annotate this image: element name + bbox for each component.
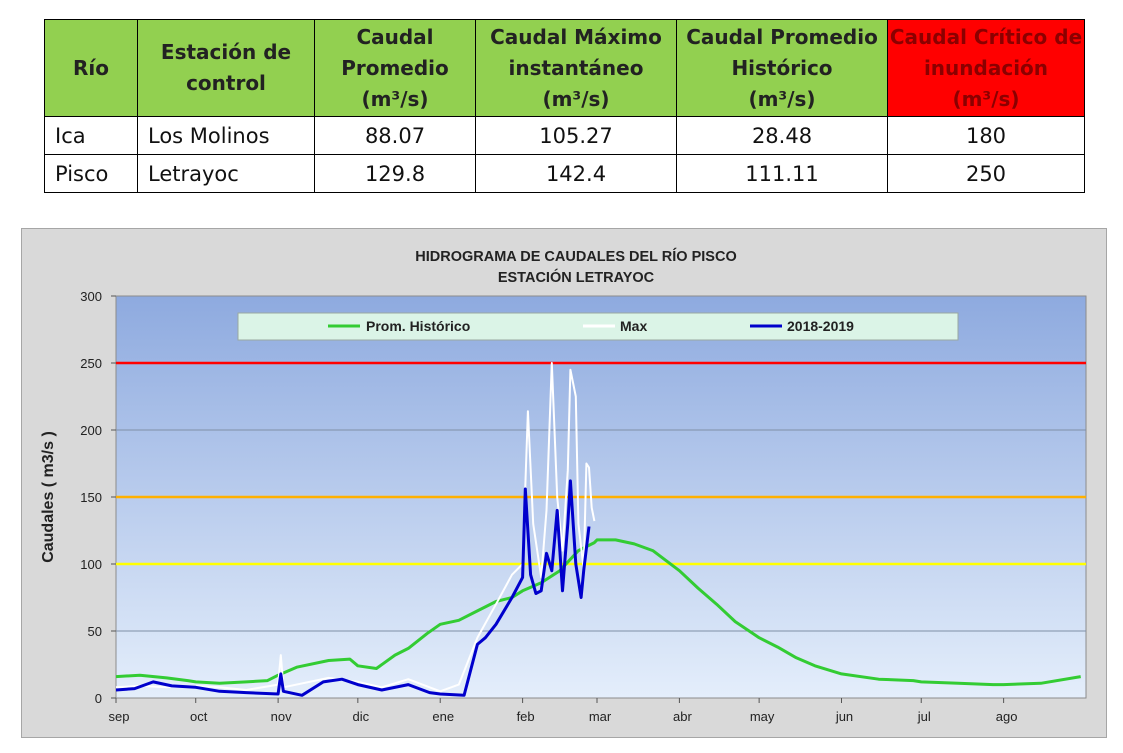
cell-caudal-critico: 180 <box>887 116 1085 155</box>
series-lines <box>115 362 1081 697</box>
legend-label-2018-2019: 2018-2019 <box>787 318 854 334</box>
y-axis-label: Caudales ( m3/s ) <box>40 431 57 563</box>
x-tick-label-abr: abr <box>673 709 692 724</box>
cell-rio: Pisco <box>44 154 138 193</box>
x-tick-label-oct: oct <box>190 709 208 724</box>
chart-subtitle: ESTACIÓN LETRAYOC <box>498 268 655 286</box>
cell-caudal-maximo: 142.4 <box>475 154 677 193</box>
header-estacion: Estación de control <box>137 19 315 117</box>
legend-label-historico: Prom. Histórico <box>366 318 470 334</box>
x-tick-label-jul: jul <box>917 709 931 724</box>
x-tick-label-feb: feb <box>517 709 535 724</box>
y-tick-label-100: 100 <box>80 557 102 572</box>
x-tick-label-nov: nov <box>271 709 292 724</box>
y-tick-label-250: 250 <box>80 356 102 371</box>
chart-title: HIDROGRAMA DE CAUDALES DEL RÍO PISCO <box>415 248 736 265</box>
table-row: Pisco Letrayoc 129.8 142.4 111.11 250 <box>44 154 1085 193</box>
y-tick-label-300: 300 <box>80 289 102 304</box>
threshold-lines <box>116 361 1086 566</box>
y-tick-label-50: 50 <box>88 624 102 639</box>
series-line-2018-2019 <box>115 479 591 697</box>
header-caudal-historico: Caudal Promedio Histórico (m³/s) <box>676 19 888 117</box>
summary-table-container: Río Estación de control Caudal Promedio (m³… <box>44 19 1085 193</box>
y-tick-label-0: 0 <box>95 691 102 706</box>
x-tick-label-dic: dic <box>353 709 370 724</box>
y-axis: 0 50 100 150 200 250 300 <box>80 289 116 706</box>
flow-summary-table: Río Estación de control Caudal Promedio (m³… <box>44 19 1085 193</box>
y-tick-label-150: 150 <box>80 490 102 505</box>
cell-caudal-historico: 28.48 <box>676 116 888 155</box>
cell-rio: Ica <box>44 116 138 155</box>
cell-caudal-critico: 250 <box>887 154 1085 193</box>
x-tick-label-sep: sep <box>109 709 130 724</box>
x-tick-label-mar: mar <box>589 709 612 724</box>
table-row: Ica Los Molinos 88.07 105.27 28.48 180 <box>44 116 1085 155</box>
legend: Prom. Histórico Max 2018-2019 <box>237 312 959 341</box>
series-line-max <box>115 362 596 693</box>
x-tick-label-jun: jun <box>835 709 853 724</box>
y-tick-label-200: 200 <box>80 423 102 438</box>
legend-label-max: Max <box>620 318 647 334</box>
header-rio: Río <box>44 19 138 117</box>
x-axis: sep oct nov dic ene feb mar abr may jun jul ago <box>109 698 1018 724</box>
x-tick-label-may: may <box>750 709 775 724</box>
cell-caudal-historico: 111.11 <box>676 154 888 193</box>
hydrograph-svg: HIDROGRAMA DE CAUDALES DEL RÍO PISCO EST… <box>40 248 1087 724</box>
cell-estacion: Letrayoc <box>137 154 315 193</box>
header-caudal-maximo: Caudal Máximo instantáneo (m³/s) <box>475 19 677 117</box>
cell-estacion: Los Molinos <box>137 116 315 155</box>
cell-caudal-promedio: 88.07 <box>314 116 476 155</box>
cell-caudal-promedio: 129.8 <box>314 154 476 193</box>
hydrograph-chart: HIDROGRAMA DE CAUDALES DEL RÍO PISCO EST… <box>21 228 1107 738</box>
header-caudal-promedio: Caudal Promedio (m³/s) <box>314 19 476 117</box>
x-tick-label-ago: ago <box>996 709 1018 724</box>
header-caudal-critico: Caudal Crítico de inundación (m³/s) <box>887 19 1085 117</box>
series-line-prom-hist-rico <box>115 538 1081 687</box>
x-tick-label-ene: ene <box>432 709 454 724</box>
table-header-row: Río Estación de control Caudal Promedio (m³… <box>44 19 1085 117</box>
cell-caudal-maximo: 105.27 <box>475 116 677 155</box>
